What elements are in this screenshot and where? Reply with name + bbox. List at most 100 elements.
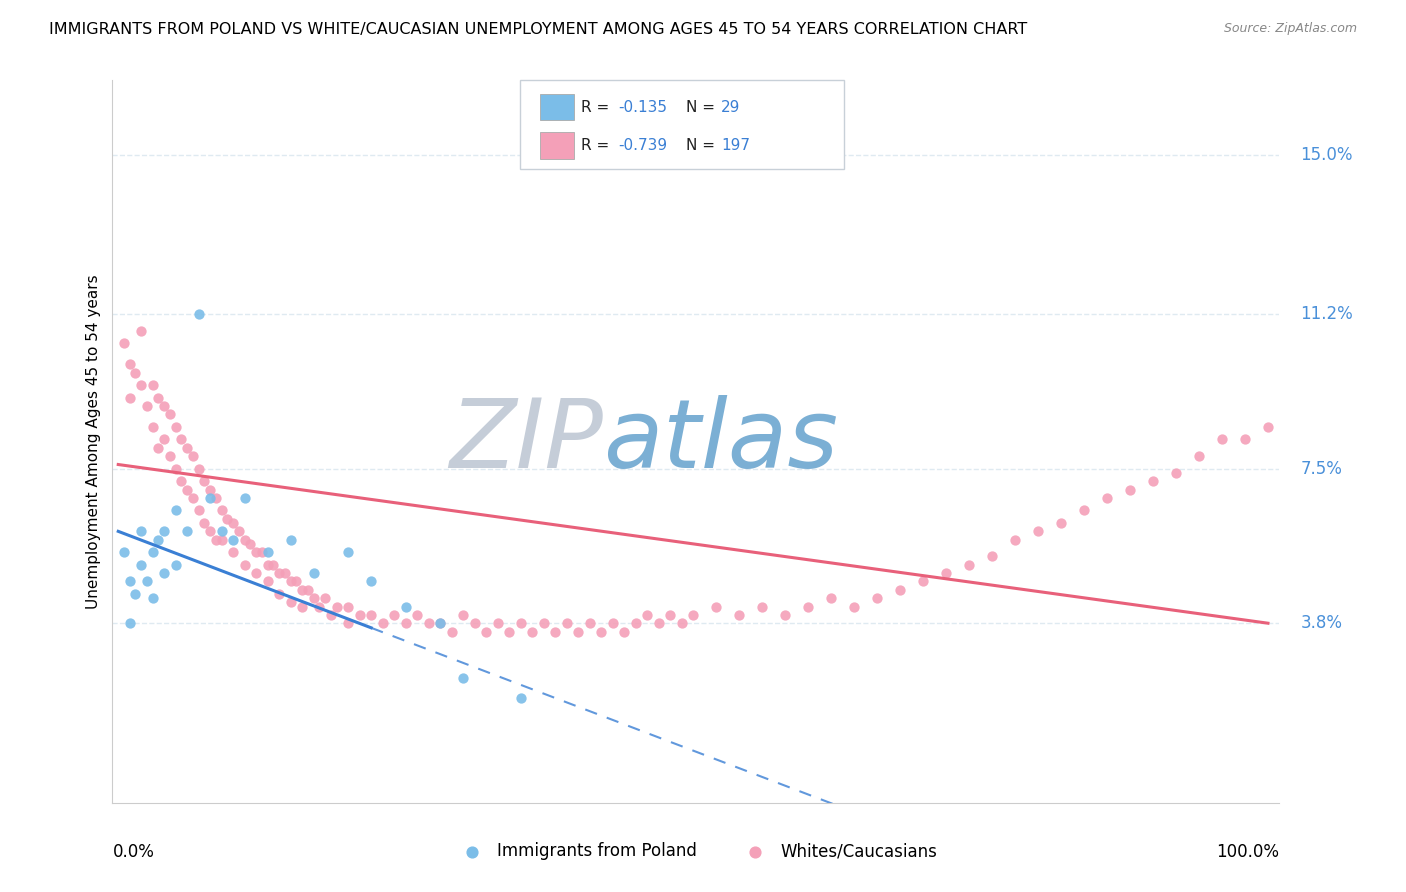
Text: -0.739: -0.739 xyxy=(619,138,668,153)
Point xyxy=(486,616,509,631)
Point xyxy=(136,574,159,589)
Point xyxy=(418,616,440,631)
Point xyxy=(176,483,198,497)
Text: N =: N = xyxy=(686,100,720,114)
Point xyxy=(280,595,302,609)
Point xyxy=(440,624,463,639)
Point xyxy=(148,441,170,455)
Point xyxy=(256,574,278,589)
Text: 15.0%: 15.0% xyxy=(1301,146,1353,164)
Point xyxy=(112,336,135,351)
Legend: Immigrants from Poland, Whites/Caucasians: Immigrants from Poland, Whites/Caucasian… xyxy=(449,836,943,867)
Point xyxy=(842,599,865,614)
Point xyxy=(302,591,325,606)
Point xyxy=(647,616,669,631)
Point xyxy=(153,399,176,413)
Point xyxy=(269,587,291,601)
Point xyxy=(274,566,297,580)
Point xyxy=(222,533,245,547)
Point xyxy=(269,566,291,580)
Text: atlas: atlas xyxy=(603,395,838,488)
Point xyxy=(217,512,239,526)
Point xyxy=(360,607,382,622)
Point xyxy=(200,524,222,539)
Point xyxy=(1119,483,1142,497)
Text: 100.0%: 100.0% xyxy=(1216,843,1279,861)
Point xyxy=(200,491,222,505)
Point xyxy=(142,378,165,392)
Point xyxy=(142,545,165,559)
Point xyxy=(1211,433,1233,447)
Text: 11.2%: 11.2% xyxy=(1301,305,1353,323)
Point xyxy=(1004,533,1026,547)
Text: 0.0%: 0.0% xyxy=(112,843,155,861)
Point xyxy=(159,449,181,463)
Point xyxy=(280,574,302,589)
Point xyxy=(129,324,152,338)
Point xyxy=(602,616,624,631)
Point xyxy=(153,524,176,539)
Point xyxy=(136,399,159,413)
Point xyxy=(314,591,336,606)
Point xyxy=(118,574,141,589)
Point xyxy=(181,449,204,463)
Point xyxy=(148,391,170,405)
Point xyxy=(153,433,176,447)
Point xyxy=(1142,474,1164,488)
Text: 197: 197 xyxy=(721,138,751,153)
Point xyxy=(498,624,520,639)
Point xyxy=(280,533,302,547)
Point xyxy=(520,624,543,639)
Point xyxy=(176,441,198,455)
Point xyxy=(671,616,693,631)
Point xyxy=(1233,433,1256,447)
Point xyxy=(820,591,842,606)
Point xyxy=(337,616,360,631)
Point xyxy=(751,599,773,614)
Point xyxy=(1050,516,1073,530)
Point xyxy=(239,537,262,551)
Point xyxy=(371,616,394,631)
Point xyxy=(233,558,256,572)
Point xyxy=(256,558,278,572)
Y-axis label: Unemployment Among Ages 45 to 54 years: Unemployment Among Ages 45 to 54 years xyxy=(86,274,101,609)
Text: R =: R = xyxy=(581,138,614,153)
Point xyxy=(142,420,165,434)
Point xyxy=(222,545,245,559)
Point xyxy=(211,503,233,517)
Point xyxy=(475,624,498,639)
Text: R =: R = xyxy=(581,100,614,114)
Point xyxy=(319,607,342,622)
Point xyxy=(170,474,193,488)
Point xyxy=(797,599,820,614)
Point xyxy=(153,566,176,580)
Text: 29: 29 xyxy=(721,100,741,114)
Point xyxy=(262,558,284,572)
Point xyxy=(544,624,567,639)
Point xyxy=(429,616,451,631)
Point xyxy=(1164,466,1187,480)
Point xyxy=(165,558,187,572)
Text: 7.5%: 7.5% xyxy=(1301,459,1343,478)
Point xyxy=(187,503,209,517)
Point xyxy=(245,545,267,559)
Point xyxy=(395,599,418,614)
Point xyxy=(205,533,228,547)
Point xyxy=(118,616,141,631)
Point xyxy=(866,591,889,606)
Point xyxy=(509,691,531,706)
Point xyxy=(636,607,658,622)
Point xyxy=(337,599,360,614)
Point xyxy=(464,616,486,631)
Point xyxy=(112,545,135,559)
Point xyxy=(297,582,319,597)
Point xyxy=(659,607,682,622)
Point xyxy=(187,461,209,475)
Point xyxy=(451,671,474,685)
Text: IMMIGRANTS FROM POLAND VS WHITE/CAUCASIAN UNEMPLOYMENT AMONG AGES 45 TO 54 YEARS: IMMIGRANTS FROM POLAND VS WHITE/CAUCASIA… xyxy=(49,22,1028,37)
Point xyxy=(567,624,589,639)
Point xyxy=(349,607,371,622)
Point xyxy=(682,607,704,622)
Point xyxy=(165,420,187,434)
Point xyxy=(1073,503,1095,517)
